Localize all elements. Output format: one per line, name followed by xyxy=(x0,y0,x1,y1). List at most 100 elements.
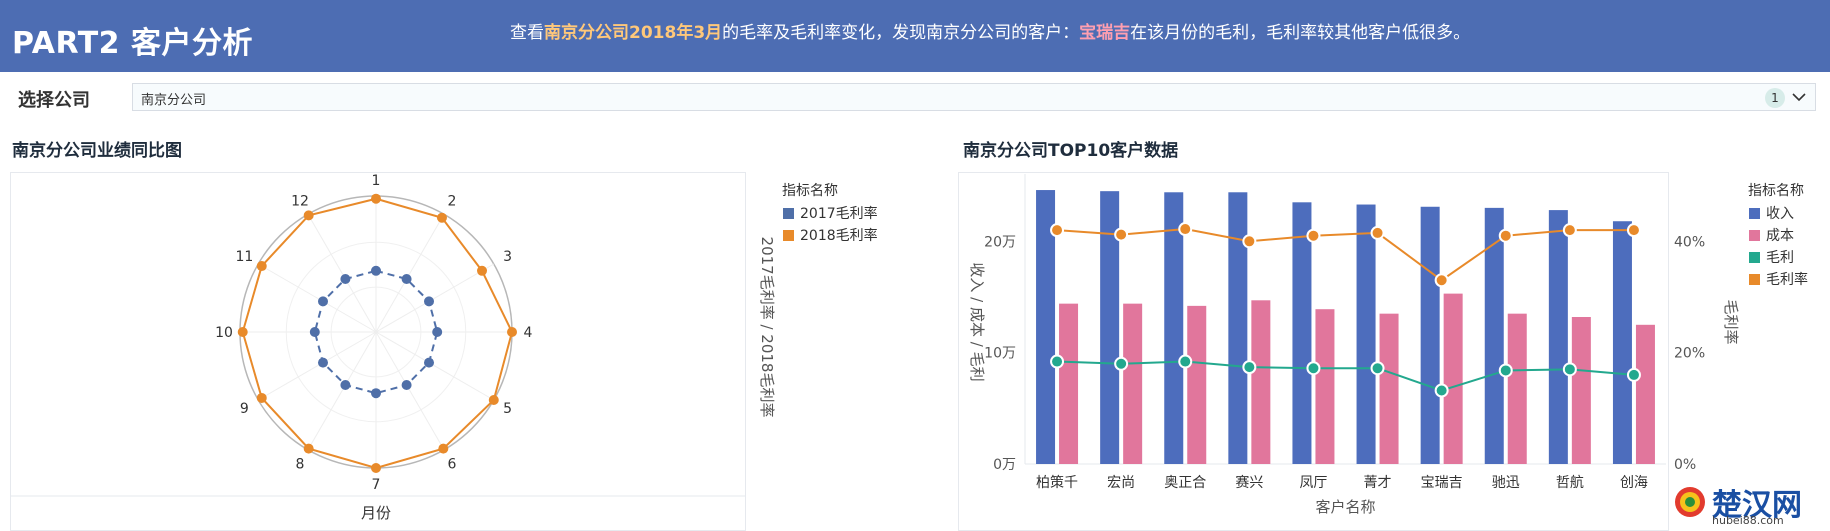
radar-category-label: 8 xyxy=(296,457,305,473)
radar-category-label: 4 xyxy=(524,325,533,341)
radar-point xyxy=(432,327,443,337)
radar-point xyxy=(436,212,447,223)
site-logo-icon xyxy=(1672,484,1708,524)
radar-point xyxy=(507,327,517,337)
radar-category-label: 7 xyxy=(372,477,381,493)
radar-y-axis-title: 2017毛利率 / 2018毛利率 xyxy=(758,237,776,418)
x-tick-label: 驰迅 xyxy=(1492,475,1520,491)
radar-spoke xyxy=(375,331,495,401)
radar-chart-panel: 1 2 3 4 5 6 7 8 9 10 11 12 月份 2017毛利率 / 2018毛利率 指标名称 20… xyxy=(10,172,950,531)
radar-point xyxy=(340,273,351,284)
site-watermark-url: hubei88.com xyxy=(1712,514,1784,527)
y2-tick-label: 20% xyxy=(1674,346,1705,362)
bar-收入 xyxy=(1356,204,1376,465)
chevron-down-icon[interactable] xyxy=(1791,87,1807,111)
bar-收入 xyxy=(1420,206,1440,464)
point-毛利率 xyxy=(1242,234,1257,249)
radar-spoke xyxy=(307,331,377,451)
x-tick-label: 宝瑞吉 xyxy=(1421,475,1463,491)
radar-point xyxy=(424,357,435,368)
point-毛利 xyxy=(1114,356,1129,371)
bar-成本 xyxy=(1315,309,1335,464)
legend-swatch xyxy=(1749,274,1760,285)
bar-收入 xyxy=(1036,190,1056,465)
y-tick-label: 0万 xyxy=(993,457,1016,473)
legend-item-label: 收入 xyxy=(1766,206,1794,222)
point-毛利 xyxy=(1050,354,1065,369)
x-axis-title: 客户名称 xyxy=(1315,498,1375,516)
radar-spoke xyxy=(307,213,377,333)
legend-swatch xyxy=(783,230,794,241)
x-tick-label: 柏策千 xyxy=(1036,474,1078,491)
desc-text-1: 查看 xyxy=(510,23,544,43)
x-tick-label: 菁才 xyxy=(1364,475,1392,491)
radar-point xyxy=(371,463,381,473)
bar-收入 xyxy=(1548,210,1568,464)
company-select-value: 南京分公司 xyxy=(141,93,207,108)
point-毛利 xyxy=(1626,367,1641,382)
radar-point xyxy=(309,327,320,337)
legend-title: 指标名称 xyxy=(1748,183,1804,199)
radar-category-label: 6 xyxy=(448,457,457,473)
legend-item-label: 毛利 xyxy=(1766,250,1794,266)
radar-point xyxy=(371,193,381,204)
point-毛利率 xyxy=(1434,273,1449,288)
radar-panel-title: 南京分公司业绩同比图 xyxy=(12,141,182,161)
legend-swatch xyxy=(1749,230,1760,241)
x-tick-label: 奥正合 xyxy=(1164,474,1206,491)
radar-point xyxy=(401,380,412,391)
desc-text-3: 在该月份的毛利，毛利率较其他客户低很多。 xyxy=(1130,23,1471,43)
header-description: 查看南京分公司2018年3月的毛率及毛利率变化，发现南京分公司的客户：宝瑞吉在该… xyxy=(510,18,1470,43)
radar-point xyxy=(340,380,351,391)
header-bar: PART2 客户分析 查看南京分公司2018年3月的毛率及毛利率变化，发现南京分… xyxy=(0,0,1830,72)
bar-成本 xyxy=(1251,300,1271,464)
point-毛利 xyxy=(1370,361,1385,376)
company-select[interactable]: 南京分公司 1 xyxy=(132,83,1816,111)
y2-axis-title: 毛利率 xyxy=(1722,299,1740,344)
radar-point xyxy=(237,327,248,337)
legend-item-label: 成本 xyxy=(1766,228,1794,244)
radar-point xyxy=(438,443,449,454)
radar-spoke xyxy=(375,331,445,451)
customer-chart-panel: 0万 10万 20万 0% 20% 40% 柏策千 宏尚 奥正合 赛兴 凤厅 菁才 宝瑞吉 驰迅 哲航 创海 收… xyxy=(958,172,1830,531)
selected-count-badge: 1 xyxy=(1765,88,1785,108)
y2-tick-label: 0% xyxy=(1674,457,1696,473)
customer-panel-title: 南京分公司TOP10客户数据 xyxy=(963,141,1179,161)
line-毛利率 xyxy=(1056,228,1634,282)
y2-tick-label: 40% xyxy=(1674,234,1705,250)
radar-point xyxy=(371,388,381,399)
bar-收入 xyxy=(1292,202,1312,464)
bar-收入 xyxy=(1228,192,1248,464)
radar-point xyxy=(371,265,381,276)
radar-point xyxy=(488,395,499,405)
radar-point xyxy=(256,392,267,403)
bar-成本 xyxy=(1571,317,1591,464)
desc-highlight-customer: 宝瑞吉 xyxy=(1079,23,1131,43)
customer-combo-chart: 0万 10万 20万 0% 20% 40% 柏策千 宏尚 奥正合 赛兴 凤厅 菁才 宝瑞吉 驰迅 哲航 创海 收… xyxy=(958,172,1808,531)
y-tick-label: 20万 xyxy=(984,234,1016,250)
bar-成本 xyxy=(1507,313,1527,464)
radar-spoke xyxy=(257,263,377,333)
legend-item-label: 2017毛利率 xyxy=(800,205,878,222)
legend-swatch xyxy=(1749,252,1760,263)
radar-category-label: 2 xyxy=(448,193,457,209)
radar-point xyxy=(303,443,314,454)
point-毛利 xyxy=(1306,361,1321,376)
point-毛利 xyxy=(1562,362,1577,377)
radar-x-axis-title: 月份 xyxy=(361,504,391,522)
point-毛利 xyxy=(1498,363,1513,378)
point-毛利率 xyxy=(1050,223,1065,238)
page-title: PART2 客户分析 xyxy=(12,26,253,61)
point-毛利率 xyxy=(1498,228,1513,243)
y-axis-title: 收入 / 成本 / 毛利 xyxy=(968,262,986,381)
bar-成本 xyxy=(1187,305,1207,464)
radar-spoke xyxy=(257,331,377,401)
bar-成本 xyxy=(1379,313,1399,464)
radar-point xyxy=(256,261,267,272)
radar-point xyxy=(477,265,488,276)
radar-category-label: 12 xyxy=(291,193,309,209)
point-毛利率 xyxy=(1306,228,1321,243)
desc-text-2: 的毛率及毛利率变化，发现南京分公司的客户： xyxy=(722,23,1080,43)
bar-成本 xyxy=(1635,324,1655,464)
